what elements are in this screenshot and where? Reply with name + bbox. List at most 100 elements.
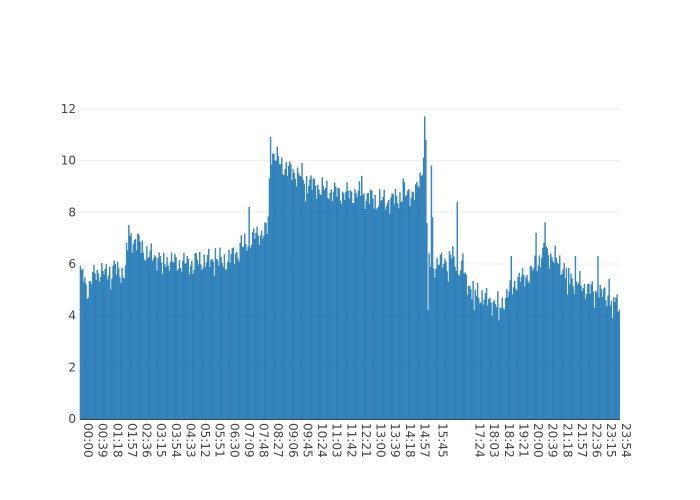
bar	[483, 299, 486, 420]
bar	[334, 182, 336, 420]
bar	[599, 284, 601, 420]
bar	[383, 189, 385, 420]
bar	[525, 277, 527, 420]
bar	[580, 286, 582, 420]
x-tick-label: 03:15	[154, 423, 168, 458]
bar	[421, 175, 424, 420]
bar	[471, 299, 473, 420]
bar	[499, 307, 501, 420]
bar	[574, 255, 577, 420]
bar	[604, 287, 606, 420]
bar	[611, 317, 614, 420]
bar	[290, 164, 292, 420]
x-tick-label: 13:39	[388, 423, 402, 458]
bar	[242, 246, 245, 420]
bar	[501, 297, 504, 420]
bar	[94, 273, 96, 420]
bar	[400, 201, 402, 420]
bar	[244, 233, 246, 420]
bar	[167, 265, 169, 420]
bar	[523, 274, 525, 420]
bar	[577, 284, 579, 420]
bar	[103, 274, 105, 420]
bar	[460, 270, 462, 420]
bar	[456, 201, 459, 420]
bar	[469, 286, 471, 420]
bar	[329, 192, 331, 420]
bar	[490, 302, 492, 420]
bar	[114, 263, 117, 420]
bar	[362, 194, 364, 420]
bar	[115, 274, 118, 420]
bar	[282, 174, 284, 420]
bar	[436, 257, 438, 420]
x-tick-label: 11:42	[344, 423, 358, 458]
bar	[435, 268, 437, 420]
bar	[497, 291, 499, 420]
bar	[149, 250, 151, 420]
bar	[417, 185, 419, 420]
bar	[205, 262, 208, 420]
bar	[84, 277, 86, 420]
bar	[194, 252, 196, 420]
bar	[552, 260, 554, 420]
bar	[88, 281, 91, 420]
bar	[184, 264, 186, 420]
bar	[474, 289, 477, 420]
bar	[156, 270, 158, 420]
bar	[170, 252, 173, 420]
bar	[273, 153, 275, 420]
bar	[139, 241, 141, 420]
bar	[520, 276, 523, 420]
bar	[438, 264, 441, 420]
bar	[232, 247, 235, 420]
x-axis: 00:00 00:39 01:18 01:57 02:36 03:15 03:54 04:33…	[80, 419, 633, 458]
bar	[500, 308, 502, 420]
bar	[165, 267, 167, 420]
bar	[546, 248, 549, 420]
bar	[492, 301, 495, 420]
bar	[178, 260, 181, 420]
bar	[551, 257, 553, 420]
bar	[428, 253, 430, 420]
bar	[425, 139, 427, 420]
bar	[434, 277, 436, 420]
bar	[556, 262, 559, 420]
bar	[431, 217, 434, 420]
bar	[129, 235, 131, 420]
bar	[529, 265, 532, 420]
bar	[142, 252, 145, 420]
bar	[179, 267, 182, 420]
bar	[346, 182, 348, 420]
bar	[608, 279, 610, 420]
bar	[398, 208, 400, 420]
bar	[304, 201, 307, 420]
bar	[177, 269, 180, 420]
bar	[479, 303, 481, 420]
bar	[376, 207, 379, 420]
bar	[420, 175, 423, 420]
bar	[173, 262, 175, 420]
bar	[245, 244, 247, 420]
bar	[530, 266, 533, 420]
x-tick-label: 23:54	[619, 423, 633, 458]
bar	[272, 153, 274, 420]
bar	[241, 246, 244, 420]
bar	[295, 186, 298, 420]
bar	[586, 293, 588, 420]
bar	[359, 195, 362, 420]
bar	[454, 266, 456, 420]
bar	[505, 298, 507, 420]
bar	[122, 277, 124, 420]
bar	[280, 164, 282, 420]
bar	[616, 294, 618, 420]
bar	[547, 255, 550, 420]
bar	[426, 223, 428, 420]
bar	[172, 261, 174, 420]
bar	[320, 194, 322, 420]
x-tick-label: 00:00	[81, 423, 95, 458]
bar	[226, 269, 228, 420]
x-tick-label: 20:00	[531, 423, 545, 458]
bar	[422, 157, 425, 420]
bar	[388, 199, 390, 420]
